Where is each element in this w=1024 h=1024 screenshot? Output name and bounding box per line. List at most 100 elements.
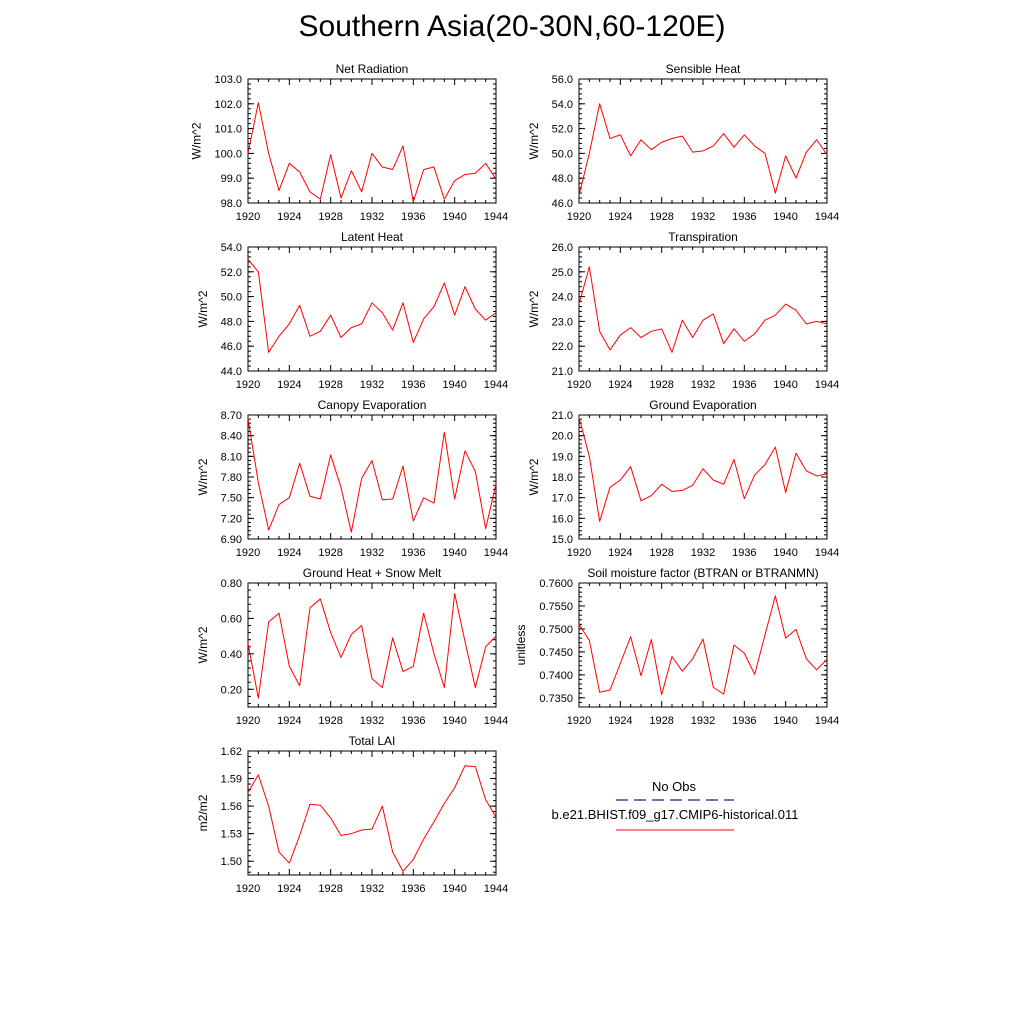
x-tick-label: 1932 (360, 211, 384, 223)
y-tick-label: 0.40 (221, 649, 242, 661)
x-tick-label: 1924 (277, 379, 301, 391)
y-tick-label: 99.0 (221, 173, 242, 185)
y-axis-label: W/m^2 (527, 122, 541, 159)
y-tick-label: 22.0 (552, 341, 573, 353)
y-tick-label: 46.0 (221, 341, 242, 353)
y-tick-label: 0.7500 (539, 624, 573, 636)
series-line (578, 416, 828, 522)
x-tick-label: 1932 (691, 211, 715, 223)
x-tick-label: 1936 (401, 379, 425, 391)
x-tick-label: 1936 (732, 379, 756, 391)
x-tick-label: 1932 (360, 883, 384, 895)
x-tick-label: 1928 (649, 715, 673, 727)
x-tick-label: 1920 (236, 547, 260, 559)
y-tick-label: 7.20 (221, 513, 242, 525)
y-tick-label: 1.56 (221, 801, 242, 813)
panel-4: 1920 1924 1928 1932 1936 1940 1944 21.0 22.0 23.0… (527, 230, 839, 391)
x-tick-label: 1924 (608, 379, 632, 391)
panel-title: Transpiration (668, 230, 738, 244)
x-tick-label: 1924 (277, 883, 301, 895)
y-tick-label: 50.0 (221, 292, 242, 304)
y-tick-label: 17.0 (552, 493, 573, 505)
y-tick-label: 52.0 (221, 267, 242, 279)
series-line (578, 595, 828, 696)
y-axis-label: m2/m2 (196, 794, 210, 831)
x-tick-label: 1920 (567, 211, 591, 223)
y-tick-label: 102.0 (214, 99, 242, 111)
panel-7: 1920 1924 1928 1932 1936 1940 1944 0.20 0.40 0.60… (196, 566, 508, 727)
y-tick-label: 0.7350 (539, 693, 573, 705)
y-tick-label: 0.7450 (539, 647, 573, 659)
x-tick-label: 1920 (236, 883, 260, 895)
y-tick-label: 25.0 (552, 267, 573, 279)
x-tick-label: 1924 (277, 715, 301, 727)
x-tick-label: 1924 (608, 715, 632, 727)
plot-frame (247, 246, 497, 372)
plot-frame (247, 414, 497, 540)
panel-1: 1920 1924 1928 1932 1936 1940 1944 98.0 99.0 100.… (190, 62, 509, 223)
y-tick-label: 24.0 (552, 292, 573, 304)
x-tick-label: 1928 (649, 211, 673, 223)
x-tick-label: 1932 (691, 547, 715, 559)
panel-title: Soil moisture factor (BTRAN or BTRANMN) (587, 566, 818, 580)
y-tick-label: 6.90 (221, 534, 242, 546)
series-line (247, 593, 497, 699)
x-tick-label: 1940 (773, 211, 797, 223)
plot-frame (247, 750, 497, 876)
x-tick-label: 1924 (277, 211, 301, 223)
panel-6: 1920 1924 1928 1932 1936 1940 1944 15.0 16.0 17.0… (527, 398, 839, 559)
x-tick-label: 1944 (815, 211, 839, 223)
series-line (247, 102, 497, 203)
x-tick-label: 1920 (567, 379, 591, 391)
y-tick-label: 54.0 (552, 99, 573, 111)
panel-title: Ground Evaporation (649, 398, 756, 412)
x-tick-label: 1940 (773, 379, 797, 391)
plot-frame (247, 78, 497, 204)
series-line (247, 259, 497, 353)
y-tick-label: 44.0 (221, 366, 242, 378)
y-tick-label: 19.0 (552, 451, 573, 463)
legend-model-label: b.e21.BHIST.f09_g17.CMIP6-historical.011 (551, 807, 799, 822)
panel-5: 1920 1924 1928 1932 1936 1940 1944 6.90 7.20 7.50… (196, 398, 508, 559)
x-tick-label: 1928 (318, 715, 342, 727)
y-tick-label: 0.7600 (539, 578, 573, 590)
y-tick-label: 46.0 (552, 198, 573, 210)
y-tick-label: 20.0 (552, 431, 573, 443)
series-line (578, 103, 828, 196)
y-tick-label: 18.0 (552, 472, 573, 484)
x-tick-label: 1920 (567, 715, 591, 727)
plot-frame (578, 582, 828, 708)
x-tick-label: 1920 (236, 211, 260, 223)
series-line (578, 266, 828, 353)
plot-frame (578, 78, 828, 204)
panel-3: 1920 1924 1928 1932 1936 1940 1944 44.0 46.0 48.0… (196, 230, 508, 391)
plot-frame (578, 246, 828, 372)
x-tick-label: 1940 (773, 715, 797, 727)
x-tick-label: 1928 (318, 211, 342, 223)
x-tick-label: 1940 (773, 547, 797, 559)
y-tick-label: 0.60 (221, 613, 242, 625)
x-tick-label: 1928 (649, 379, 673, 391)
page-title: Southern Asia(20-30N,60-120E) (298, 10, 726, 43)
x-tick-label: 1944 (484, 379, 508, 391)
x-tick-label: 1944 (815, 379, 839, 391)
y-tick-label: 16.0 (552, 513, 573, 525)
y-tick-label: 52.0 (552, 124, 573, 136)
series-line (247, 765, 497, 872)
y-tick-label: 48.0 (221, 316, 242, 328)
x-tick-label: 1940 (442, 379, 466, 391)
x-tick-label: 1924 (608, 547, 632, 559)
y-tick-label: 103.0 (214, 74, 242, 86)
y-tick-label: 50.0 (552, 148, 573, 160)
y-tick-label: 8.10 (221, 451, 242, 463)
panel-title: Ground Heat + Snow Melt (303, 566, 442, 580)
y-tick-label: 1.62 (221, 746, 242, 758)
y-axis-label: W/m^2 (196, 290, 210, 327)
x-tick-label: 1944 (484, 547, 508, 559)
x-tick-label: 1944 (815, 547, 839, 559)
x-tick-label: 1944 (815, 715, 839, 727)
y-tick-label: 21.0 (552, 410, 573, 422)
legend-obs-label: No Obs (651, 779, 697, 794)
y-tick-label: 0.80 (221, 578, 242, 590)
x-tick-label: 1936 (401, 715, 425, 727)
